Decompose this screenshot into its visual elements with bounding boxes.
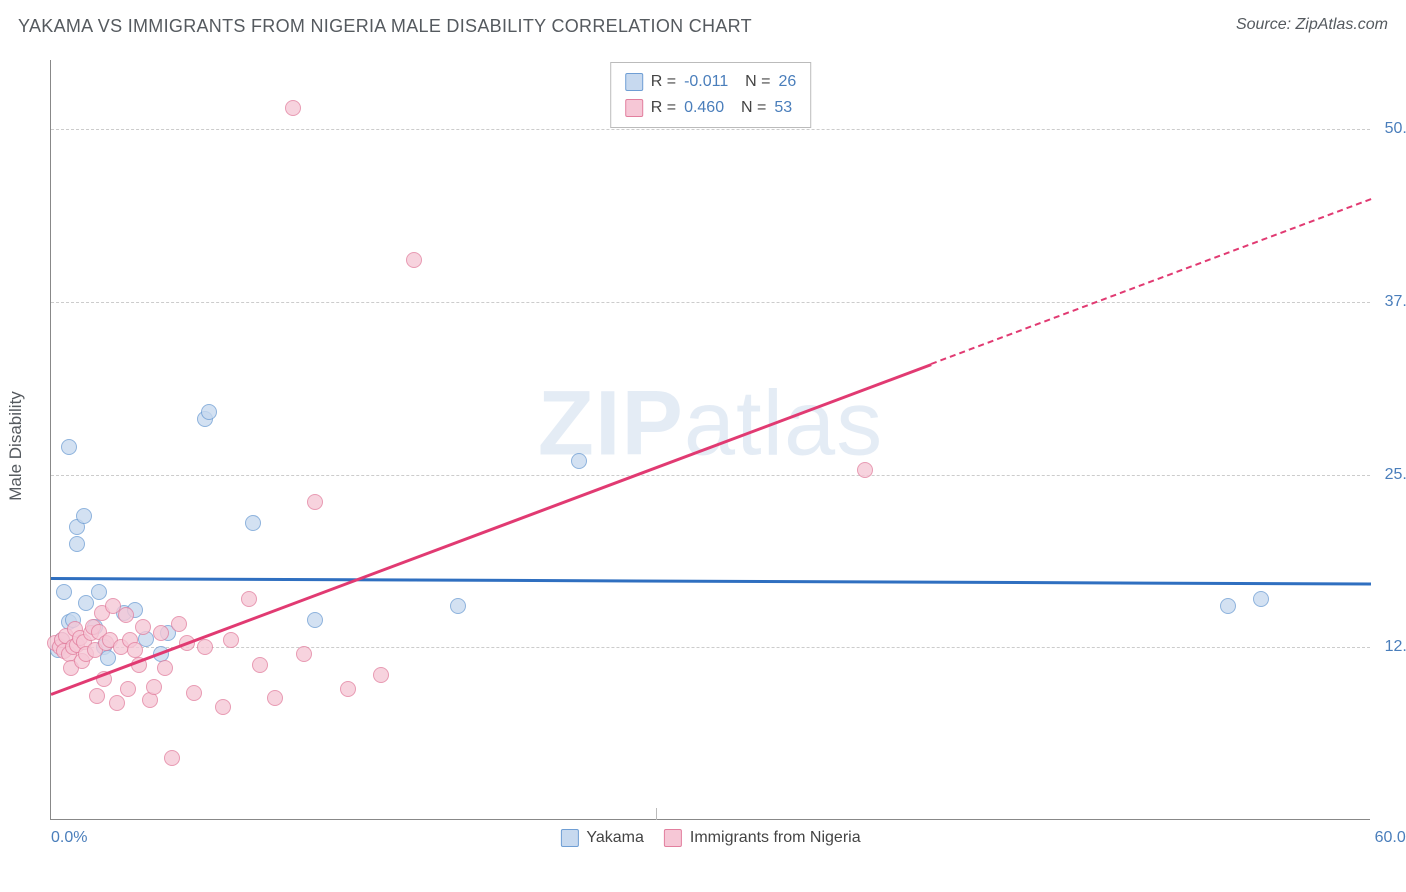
scatter-point <box>157 660 173 676</box>
watermark-thin: atlas <box>684 373 883 475</box>
scatter-point <box>91 584 107 600</box>
stat-val-n2: 53 <box>774 95 792 121</box>
source-label: Source: ZipAtlas.com <box>1236 16 1388 34</box>
scatter-point <box>201 404 217 420</box>
scatter-point <box>1253 591 1269 607</box>
stats-row-series1: R = -0.011 N = 26 <box>625 69 797 95</box>
stat-label-r1: R = <box>651 69 676 95</box>
swatch-series1 <box>625 73 643 91</box>
stats-row-series2: R = 0.460 N = 53 <box>625 95 797 121</box>
scatter-point <box>241 591 257 607</box>
scatter-point <box>307 494 323 510</box>
scatter-point <box>285 100 301 116</box>
scatter-point <box>146 679 162 695</box>
chart-title: YAKAMA VS IMMIGRANTS FROM NIGERIA MALE D… <box>18 16 752 37</box>
trend-line <box>51 577 1371 586</box>
gridline-h <box>51 129 1370 130</box>
stat-val-n1: 26 <box>778 69 796 95</box>
y-tick-label: 37.5% <box>1385 293 1406 311</box>
scatter-point <box>164 750 180 766</box>
scatter-point <box>857 462 873 478</box>
scatter-point <box>171 616 187 632</box>
scatter-point <box>340 681 356 697</box>
trend-line <box>50 363 931 696</box>
stats-legend: R = -0.011 N = 26 R = 0.460 N = 53 <box>610 62 812 128</box>
plot-area: ZIPatlas R = -0.011 N = 26 R = 0.460 N =… <box>50 60 1370 820</box>
series-legend: Yakama Immigrants from Nigeria <box>560 829 860 847</box>
scatter-point <box>76 508 92 524</box>
watermark: ZIPatlas <box>538 372 883 477</box>
y-tick-label: 25.0% <box>1385 466 1406 484</box>
scatter-point <box>267 690 283 706</box>
scatter-point <box>223 632 239 648</box>
trend-line <box>931 198 1372 365</box>
scatter-point <box>89 688 105 704</box>
watermark-bold: ZIP <box>538 373 684 475</box>
scatter-point <box>1220 598 1236 614</box>
scatter-point <box>197 639 213 655</box>
scatter-point <box>78 595 94 611</box>
gridline-h <box>51 647 1370 648</box>
chart-container: YAKAMA VS IMMIGRANTS FROM NIGERIA MALE D… <box>0 0 1406 892</box>
swatch-series2 <box>625 99 643 117</box>
scatter-point <box>450 598 466 614</box>
scatter-point <box>215 699 231 715</box>
stat-label-n1: N = <box>736 69 770 95</box>
scatter-point <box>186 685 202 701</box>
scatter-point <box>153 625 169 641</box>
scatter-point <box>61 439 77 455</box>
scatter-point <box>56 584 72 600</box>
scatter-point <box>307 612 323 628</box>
scatter-point <box>118 607 134 623</box>
scatter-point <box>120 681 136 697</box>
scatter-point <box>69 536 85 552</box>
gridline-h <box>51 302 1370 303</box>
scatter-point <box>135 619 151 635</box>
stat-val-r2: 0.460 <box>684 95 724 121</box>
legend-label-series1: Yakama <box>586 829 644 847</box>
legend-swatch-series2 <box>664 829 682 847</box>
x-tick-min: 0.0% <box>51 829 87 847</box>
scatter-point <box>109 695 125 711</box>
x-tick-max: 60.0% <box>1375 829 1406 847</box>
scatter-point <box>571 453 587 469</box>
legend-item-series2: Immigrants from Nigeria <box>664 829 861 847</box>
legend-label-series2: Immigrants from Nigeria <box>690 829 861 847</box>
y-tick-label: 50.0% <box>1385 120 1406 138</box>
scatter-point <box>296 646 312 662</box>
legend-swatch-series1 <box>560 829 578 847</box>
y-axis-label: Male Disability <box>6 391 26 501</box>
gridline-h <box>51 475 1370 476</box>
scatter-point <box>252 657 268 673</box>
scatter-point <box>373 667 389 683</box>
scatter-point <box>127 642 143 658</box>
stat-label-r2: R = <box>651 95 676 121</box>
stat-label-n2: N = <box>732 95 766 121</box>
scatter-point <box>100 650 116 666</box>
y-tick-label: 12.5% <box>1385 638 1406 656</box>
scatter-point <box>406 252 422 268</box>
x-minor-tick <box>656 808 657 820</box>
stat-val-r1: -0.011 <box>684 69 728 95</box>
scatter-point <box>245 515 261 531</box>
legend-item-series1: Yakama <box>560 829 644 847</box>
